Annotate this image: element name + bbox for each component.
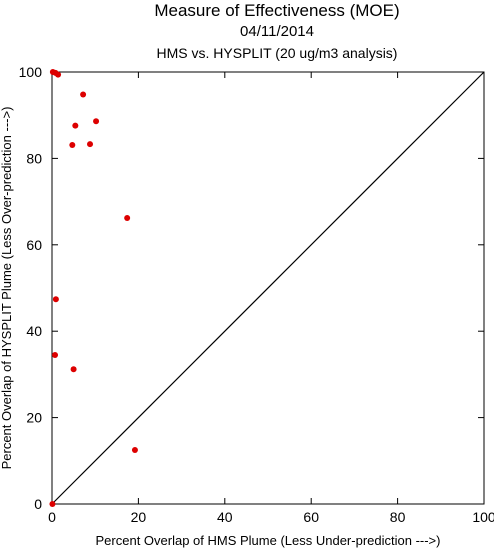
data-point bbox=[80, 91, 87, 98]
data-point bbox=[124, 215, 131, 222]
x-tick-label: 80 bbox=[390, 509, 406, 525]
data-point bbox=[70, 366, 77, 373]
data-point bbox=[87, 141, 94, 148]
data-point bbox=[93, 118, 100, 125]
x-axis-ticks: 0 20 40 60 80 100 bbox=[48, 72, 494, 525]
x-axis-label: Percent Overlap of HMS Plume (Less Under… bbox=[96, 533, 441, 548]
data-point bbox=[52, 296, 59, 303]
x-tick-label: 40 bbox=[217, 509, 233, 525]
x-tick-label: 0 bbox=[48, 509, 56, 525]
y-tick-label: 60 bbox=[26, 237, 42, 253]
data-point bbox=[72, 122, 79, 129]
chart-title-block: Measure of Effectiveness (MOE) 04/11/201… bbox=[0, 0, 494, 64]
chart-analysis-subtitle: HMS vs. HYSPLIT (20 ug/m3 analysis) bbox=[156, 45, 398, 61]
x-tick-label: 20 bbox=[131, 509, 147, 525]
x-tick-label: 60 bbox=[303, 509, 319, 525]
y-tick-label: 80 bbox=[26, 150, 42, 166]
plot-frame bbox=[51, 71, 485, 505]
y-axis-ticks: 0 20 40 60 80 100 bbox=[19, 64, 484, 512]
chart-date: 04/11/2014 bbox=[240, 23, 314, 40]
one-to-one-reference-line bbox=[51, 71, 485, 505]
y-tick-label: 0 bbox=[34, 496, 42, 512]
x-tick-label: 100 bbox=[472, 509, 494, 525]
y-tick-label: 100 bbox=[19, 64, 43, 80]
data-point bbox=[49, 501, 56, 507]
data-point bbox=[131, 447, 138, 453]
y-axis-label: Percent Overlap of HYSPLIT Plume (Less O… bbox=[0, 107, 14, 470]
data-point bbox=[52, 351, 59, 358]
data-points bbox=[49, 69, 138, 507]
y-tick-label: 40 bbox=[26, 323, 42, 339]
data-point bbox=[55, 71, 62, 78]
chart-title: Measure of Effectiveness (MOE) bbox=[154, 1, 400, 20]
y-tick-label: 20 bbox=[26, 410, 42, 426]
data-point bbox=[69, 142, 76, 149]
